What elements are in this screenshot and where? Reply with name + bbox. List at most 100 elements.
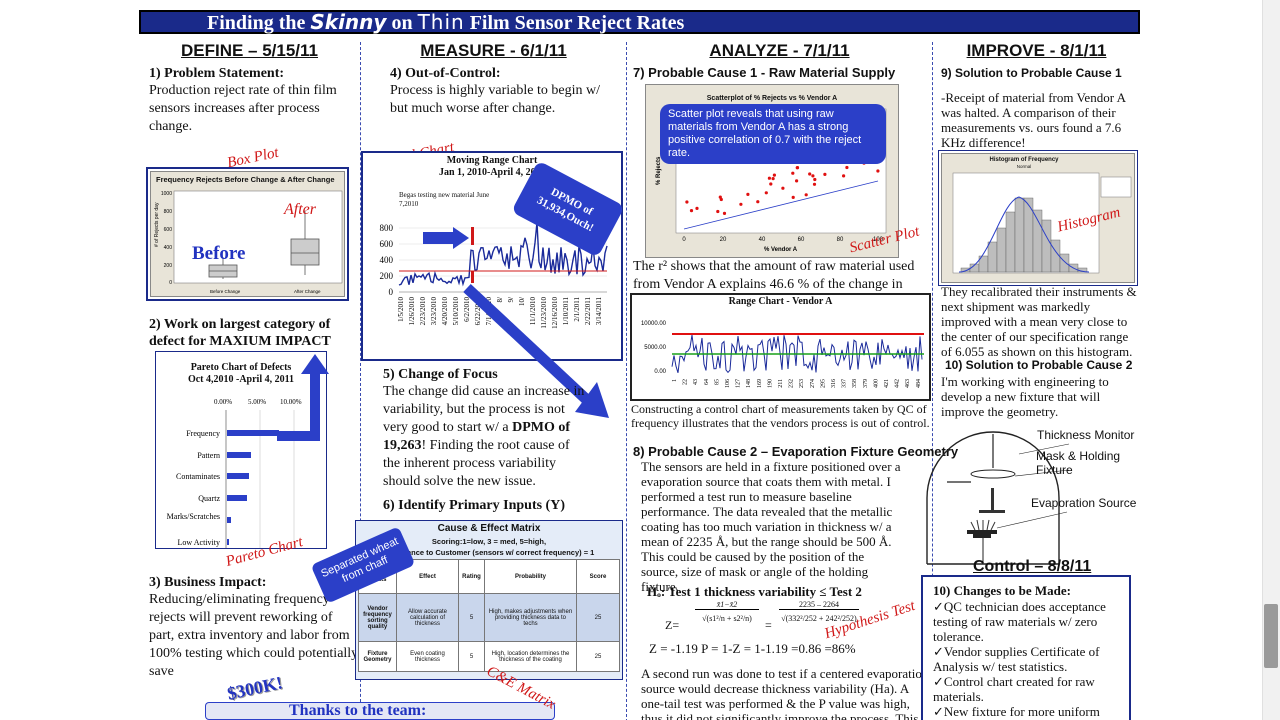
left-margin bbox=[0, 0, 138, 720]
pareto-bar bbox=[227, 495, 247, 501]
mr-xtick: 12/16/2010 bbox=[551, 297, 559, 329]
hist-bar bbox=[1005, 211, 1016, 273]
svg-text:600: 600 bbox=[380, 239, 394, 249]
svg-text:10.00%: 10.00% bbox=[280, 398, 302, 406]
hist-bar bbox=[1014, 197, 1025, 273]
scatter-points bbox=[685, 148, 880, 215]
range-xtick: 211 bbox=[778, 379, 784, 388]
range-xtick: 22 bbox=[683, 379, 689, 385]
scatter-xticks: 0 20 40 60 80 100 bbox=[682, 237, 883, 243]
histogram-svg bbox=[952, 172, 1132, 274]
scatter-title: Scatterplot of % Rejects vs % Vendor A bbox=[706, 95, 838, 102]
svg-text:Pattern: Pattern bbox=[197, 451, 220, 460]
poster: Finding the Skinny on Thin Film Sensor R… bbox=[139, 8, 1140, 720]
scatter-point bbox=[764, 191, 768, 195]
title-part: Film Sensor Reject Rates bbox=[464, 12, 685, 34]
control-item: ✓QC technician does acceptance testing o… bbox=[933, 599, 1106, 644]
box-x1: Before Change bbox=[210, 289, 241, 294]
scatter-point bbox=[718, 195, 722, 199]
probable-cause-2-text: The sensors are held in a fixture positi… bbox=[641, 459, 901, 594]
change-of-focus-heading: 5) Change of Focus bbox=[383, 367, 498, 382]
box-plot-after-label: After bbox=[284, 201, 316, 218]
mr-series bbox=[398, 222, 608, 287]
hist-bar bbox=[996, 227, 1007, 273]
vertical-scrollbar[interactable] bbox=[1262, 0, 1280, 720]
svg-text:0: 0 bbox=[682, 237, 686, 243]
scatter-point bbox=[756, 200, 760, 204]
scatter-ylabel: % Rejects bbox=[656, 156, 662, 185]
ce-scoring: Scoring:1=low, 3 = med, 5=high, bbox=[431, 537, 547, 546]
svg-text:Quartz: Quartz bbox=[198, 494, 220, 503]
range-xtick: 274 bbox=[810, 379, 816, 388]
hist-bar bbox=[1041, 219, 1052, 273]
mr-xtick: 1/10/2011 bbox=[562, 297, 570, 326]
scatter-point bbox=[811, 174, 815, 178]
business-impact-text: Reducing/eliminating frequency rejects w… bbox=[149, 592, 359, 679]
range-xtick: 421 bbox=[884, 379, 890, 388]
svg-text:Contaminates: Contaminates bbox=[176, 472, 220, 481]
mr-xtick: 2/1/2011 bbox=[573, 297, 581, 322]
scatter-point bbox=[695, 206, 699, 210]
mr-xticks: 1/5/2010 1/26/2010 2/23/2010 3/23/2010 4/20/… bbox=[397, 297, 603, 329]
pareto-subtitle: Oct 4,2010 -April 4, 2011 bbox=[187, 374, 295, 385]
svg-text:Low Activity: Low Activity bbox=[178, 538, 220, 547]
scatter-point bbox=[845, 165, 849, 170]
mr-xtick: 3/14/2011 bbox=[595, 297, 603, 326]
probable-cause-2-heading: 8) Probable Cause 2 – Evaporation Fixtur… bbox=[633, 444, 959, 459]
z-formula: Z= x̄1−x̄2 √(s1²/n + s2²/n) = 2235 – 226… bbox=[663, 600, 923, 648]
range-xtick: 169 bbox=[757, 379, 763, 388]
scatter-point bbox=[689, 209, 694, 213]
scatter-point bbox=[719, 197, 723, 202]
svg-text:Marks/Scratches: Marks/Scratches bbox=[167, 512, 220, 521]
mr-xtick: 6/22/2010 bbox=[474, 297, 482, 326]
hist-bars bbox=[960, 197, 1088, 273]
scatter-point bbox=[791, 171, 795, 175]
right-margin bbox=[1140, 0, 1280, 720]
scatter-point bbox=[804, 193, 808, 197]
range-xtick: 1 bbox=[672, 379, 678, 382]
scrollbar-thumb[interactable] bbox=[1264, 604, 1278, 668]
control-item: ✓Control chart created for raw materials… bbox=[933, 674, 1095, 704]
null-hypothesis: Hₒ: Test 1 thickness variability ≤ Test … bbox=[647, 584, 862, 599]
ce-importance: Importance to Customer (sensors w/ corre… bbox=[383, 548, 595, 557]
control-item: ✓Vendor supplies Certificate of Analysis… bbox=[933, 644, 1100, 674]
range-xtick: 190 bbox=[767, 379, 773, 388]
out-of-control-heading: 4) Out-of-Control: bbox=[390, 66, 501, 81]
range-xtick: 295 bbox=[820, 379, 826, 388]
svg-text:0.00%: 0.00% bbox=[214, 398, 232, 406]
hist-bar bbox=[1059, 253, 1070, 273]
range-xtick: 232 bbox=[789, 379, 795, 388]
svg-text:600: 600 bbox=[164, 227, 173, 233]
scatter-point bbox=[781, 186, 785, 190]
mask-fixture-label: Mask & Holding Fixture bbox=[1036, 449, 1121, 477]
solution-1-heading: 9) Solution to Probable Cause 1 bbox=[941, 66, 1122, 80]
mr-svg: 800 600 400 200 0 1/5/2010 1/26/2010 2/23/… bbox=[380, 222, 608, 329]
mr-xtick: 10/ bbox=[518, 297, 526, 306]
phase-measure-heading: MEASURE - 6/1/11 bbox=[420, 41, 567, 60]
svg-text:100: 100 bbox=[873, 237, 884, 243]
range-xticks: 1 22 43 64 85 106 127 148 169 190 211 232 253 274 295 3… bbox=[672, 379, 922, 388]
mr-note: Begas testing new material June 7,2010 bbox=[399, 191, 490, 208]
scatter-point bbox=[716, 209, 720, 214]
range-xtick: 316 bbox=[831, 379, 837, 388]
svg-text:200: 200 bbox=[164, 263, 173, 269]
hist-bar bbox=[987, 241, 998, 273]
range-series bbox=[671, 334, 923, 374]
pareto-chart: Pareto Chart of Defects Oct 4,2010 -Apri… bbox=[155, 351, 327, 549]
scatter-point bbox=[771, 177, 775, 181]
scatter-point bbox=[767, 176, 771, 180]
svg-text:20: 20 bbox=[720, 237, 727, 243]
phase-control-heading: Control – 8/8/11 bbox=[973, 558, 1092, 575]
cause-effect-matrix: Cause & Effect Matrix Scoring:1=low, 3 =… bbox=[355, 520, 623, 680]
largest-category-heading: 2) Work on largest category of defect fo… bbox=[149, 317, 331, 349]
box-plot-title: Frequency Rejects Before Change & After … bbox=[156, 175, 335, 184]
ce-title: Cause & Effect Matrix bbox=[437, 523, 541, 534]
range-xtick: 43 bbox=[693, 379, 699, 385]
range-xtick: 379 bbox=[863, 379, 869, 388]
svg-text:80: 80 bbox=[837, 237, 844, 243]
r-squared-text: The r² shows that the amount of raw mate… bbox=[633, 259, 915, 310]
range-xtick: 484 bbox=[916, 379, 922, 388]
range-xtick: 337 bbox=[842, 379, 848, 388]
hist-title: Histogram of Frequency bbox=[989, 157, 1059, 163]
column-divider bbox=[360, 42, 361, 720]
